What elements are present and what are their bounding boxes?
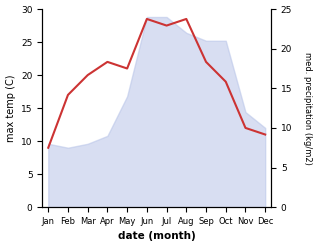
Y-axis label: max temp (C): max temp (C) bbox=[5, 74, 16, 142]
Y-axis label: med. precipitation (kg/m2): med. precipitation (kg/m2) bbox=[303, 52, 313, 165]
X-axis label: date (month): date (month) bbox=[118, 231, 196, 242]
